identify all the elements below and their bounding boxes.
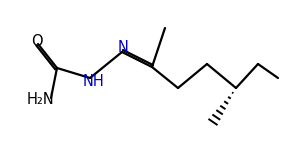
Text: NH: NH <box>82 74 104 89</box>
Text: H₂N: H₂N <box>26 93 54 107</box>
Text: O: O <box>31 34 43 49</box>
Text: N: N <box>118 40 128 54</box>
